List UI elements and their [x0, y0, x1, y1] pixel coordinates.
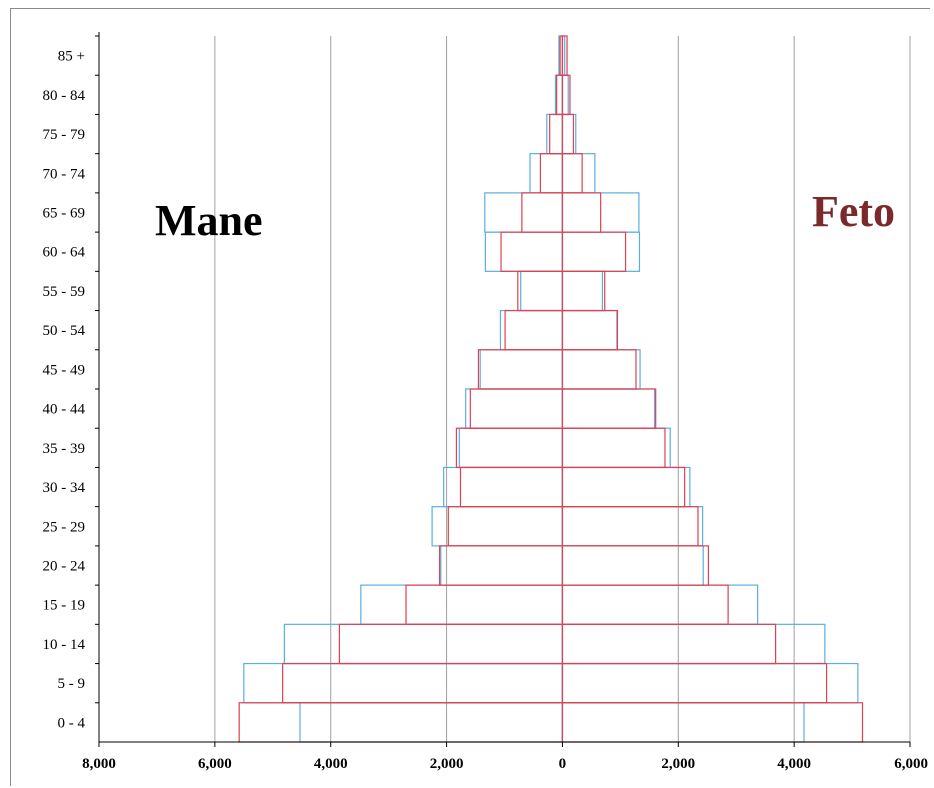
x-tick-label: 2,000 [661, 756, 695, 772]
bar-left-b [500, 231, 564, 272]
bar-left-a [431, 506, 564, 547]
x-tick-label: 6,000 [894, 756, 928, 772]
bar-right-a [561, 427, 671, 469]
bar-right-a [561, 270, 603, 312]
y-tick-label: 10 - 14 [43, 637, 86, 653]
bar-right-b [561, 35, 568, 76]
bar-left-a [440, 545, 564, 586]
y-tick-label: 20 - 24 [43, 559, 86, 575]
x-tick-label: 6,000 [198, 756, 232, 772]
bar-right-b [561, 270, 606, 312]
bar-left-b [439, 545, 564, 586]
bar-right-b [561, 584, 729, 625]
x-tick-label: 8,000 [82, 756, 116, 772]
bar-right-a [561, 662, 859, 704]
y-tick-labels: 0 - 4 5 - 9 10 - 14 15 - 19 20 - 24 25 - 29 30… [43, 35, 99, 731]
bar-right-b [561, 349, 637, 390]
bar-right-a [561, 545, 704, 586]
x-tick-label: 4,000 [314, 756, 348, 772]
bars [238, 35, 864, 743]
y-tick-label: 75 - 79 [43, 127, 86, 143]
bar-left-b [238, 702, 564, 743]
bar-right-b [561, 427, 666, 469]
bar-right-a [561, 623, 826, 665]
bar-left-b [338, 623, 564, 665]
y-tick-label: 35 - 39 [43, 441, 86, 457]
y-tick-label: 0 - 4 [58, 715, 86, 731]
bar-left-b [539, 153, 564, 194]
bar-right-b [561, 388, 657, 429]
bar-left-b [517, 270, 564, 312]
bar-right-b [561, 662, 828, 704]
bar-right-a [561, 74, 569, 116]
y-tick-label: 45 - 49 [43, 362, 86, 378]
bar-left-b [477, 349, 564, 390]
bar-right-b [561, 153, 583, 194]
bar-left-b [504, 309, 564, 351]
bar-left-a [484, 231, 564, 272]
bar-right-b [561, 192, 602, 233]
y-tick-label: 55 - 59 [43, 284, 86, 300]
bar-left-a [283, 623, 564, 665]
chart-frame [10, 8, 930, 786]
right-side-label: Feto [812, 187, 895, 236]
bar-left-a [465, 388, 564, 429]
bar-left-b [447, 506, 564, 547]
bar-right-a [561, 506, 704, 547]
bar-right-b [561, 74, 571, 116]
y-tick-label: 80 - 84 [43, 88, 86, 104]
bar-right-b [561, 113, 575, 155]
bar-left-b [556, 74, 564, 116]
bar-left-a [243, 662, 564, 704]
bar-left-b [282, 662, 564, 704]
bar-left-b [469, 388, 564, 429]
bar-right-a [561, 702, 805, 743]
y-tick-label: 30 - 34 [43, 480, 86, 496]
y-tick-label: 65 - 69 [43, 206, 86, 222]
bar-left-b [549, 113, 564, 155]
bar-left-a [443, 466, 564, 508]
bar-right-a [561, 349, 641, 390]
left-side-label: Mane [155, 196, 263, 245]
bar-left-a [499, 309, 564, 351]
bar-left-a [360, 584, 564, 625]
bar-left-a [479, 349, 564, 390]
bar-right-b [561, 231, 627, 272]
bar-left-a [529, 153, 564, 194]
bar-right-b [561, 545, 710, 586]
y-tick-label: 85 + [58, 49, 85, 65]
bar-right-a [561, 466, 691, 508]
axes [98, 32, 910, 743]
bar-right-b [561, 506, 699, 547]
bar-left-b [521, 192, 564, 233]
x-tick-labels: 8,000 6,000 4,000 2,000 0 2,000 4,000 6,000 [82, 742, 928, 772]
y-tick-label: 25 - 29 [43, 519, 86, 535]
bar-right-b [561, 623, 777, 665]
bar-right-a [561, 231, 641, 272]
x-tick-label: 4,000 [777, 756, 811, 772]
bar-right-a [561, 309, 618, 351]
bar-left-b [459, 466, 564, 508]
bar-left-a [299, 702, 564, 743]
x-tick-label: 2,000 [430, 756, 464, 772]
y-tick-label: 5 - 9 [58, 676, 86, 692]
x-tick-label: 0 [559, 756, 567, 772]
bar-right-b [561, 466, 686, 508]
bar-right-b [561, 309, 619, 351]
y-tick-label: 15 - 19 [43, 598, 86, 614]
bar-left-a [484, 192, 564, 233]
bar-left-a [520, 270, 564, 312]
bar-right-a [561, 153, 596, 194]
bar-right-b [561, 702, 864, 743]
bar-left-a [458, 427, 564, 469]
bar-left-b [405, 584, 564, 625]
y-tick-label: 70 - 74 [43, 166, 86, 182]
y-tick-label: 50 - 54 [43, 323, 86, 339]
y-tick-label: 60 - 64 [43, 245, 86, 261]
bar-right-a [561, 388, 656, 429]
y-tick-label: 40 - 44 [43, 402, 86, 418]
bar-left-b [455, 427, 564, 469]
